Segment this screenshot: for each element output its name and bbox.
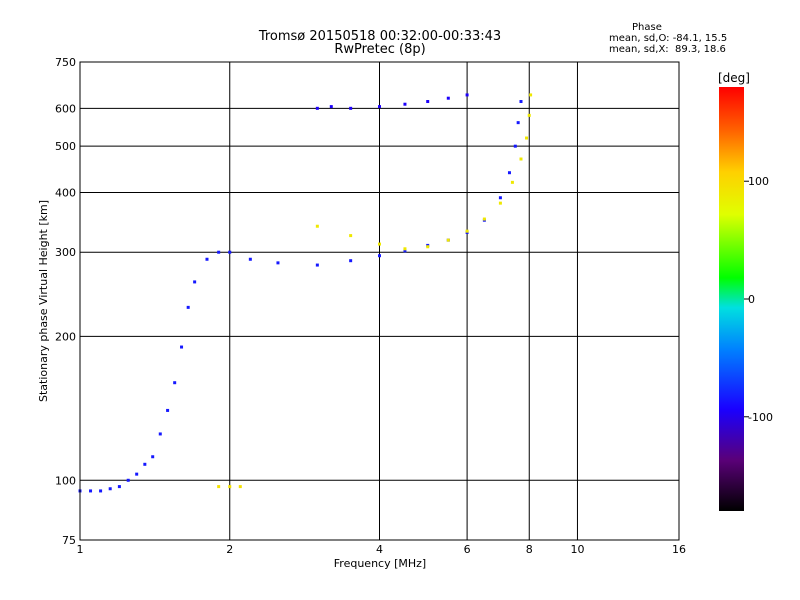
data-point — [465, 229, 469, 233]
colorbar-tick-label: -100 — [748, 411, 773, 424]
x-tick-label: 8 — [526, 543, 533, 556]
data-point — [446, 96, 450, 100]
data-point — [498, 196, 502, 200]
x-tick-label: 6 — [464, 543, 471, 556]
y-tick-label: 500 — [55, 140, 76, 153]
data-point — [403, 247, 407, 251]
data-point — [329, 105, 333, 109]
data-point — [315, 224, 319, 228]
y-tick-label: 100 — [55, 474, 76, 487]
data-point — [228, 485, 232, 489]
x-axis-label: Frequency [MHz] — [334, 557, 426, 570]
data-point — [180, 345, 184, 349]
data-point — [426, 245, 430, 249]
data-point — [205, 257, 209, 261]
data-point — [238, 485, 242, 489]
data-point — [228, 250, 232, 254]
data-point — [186, 305, 190, 309]
y-tick-label: 300 — [55, 246, 76, 259]
x-tick-label: 2 — [226, 543, 233, 556]
data-point — [217, 485, 221, 489]
data-point — [482, 217, 486, 221]
data-point — [173, 381, 177, 385]
x-tick-label: 1 — [77, 543, 84, 556]
y-tick-label: 750 — [55, 56, 76, 69]
data-point — [378, 242, 381, 246]
data-point — [519, 157, 523, 161]
data-point — [403, 249, 407, 253]
data-point — [378, 105, 381, 109]
plot-frame — [79, 61, 680, 541]
x-tick-label: 16 — [672, 543, 686, 556]
data-point — [516, 121, 520, 125]
stats-x-mode: mean, sd,X: 89.3, 18.6 — [609, 44, 726, 55]
stats-heading: Phase — [632, 22, 662, 33]
y-tick-label: 600 — [55, 102, 76, 115]
data-point — [403, 102, 407, 106]
chart-title: Tromsø 20150518 00:32:00-00:33:43 — [258, 29, 502, 44]
colorbar-label: [deg] — [718, 71, 750, 85]
data-point — [99, 489, 103, 493]
data-point — [151, 455, 155, 459]
data-point — [193, 280, 197, 284]
stats-o-mode: mean, sd,O: -84.1, 15.5 — [609, 33, 728, 44]
data-point — [349, 106, 353, 110]
data-point — [527, 113, 531, 117]
data-point — [507, 171, 511, 175]
axis-ticks: 1 2 4 6 8 10 16 75 100 200 300 400 500 600 750 — [55, 56, 686, 556]
colorbar-tick-label: 0 — [748, 293, 755, 306]
data-point — [315, 263, 319, 267]
data-point — [529, 93, 533, 97]
data-point — [108, 487, 112, 491]
y-tick-label: 75 — [62, 534, 76, 547]
data-point — [248, 257, 252, 261]
data-point — [525, 136, 529, 140]
chart-subtitle: RwPretec (8p) — [334, 42, 426, 57]
data-point — [315, 106, 319, 110]
data-point — [513, 144, 517, 148]
data-point — [158, 432, 162, 436]
data-point — [349, 234, 353, 238]
data-point — [498, 201, 502, 205]
data-point — [510, 180, 514, 184]
grid — [80, 62, 679, 540]
data-point — [276, 261, 280, 265]
x-tick-label: 4 — [376, 543, 383, 556]
data-point — [89, 489, 93, 493]
colorbar-tick-label: 100 — [748, 175, 769, 188]
data-points — [78, 93, 533, 493]
data-point — [135, 472, 139, 476]
data-point — [519, 100, 523, 104]
data-point — [143, 462, 147, 466]
data-point — [117, 485, 121, 489]
y-tick-label: 400 — [55, 186, 76, 199]
data-point — [465, 93, 469, 97]
data-point — [446, 238, 450, 242]
y-tick-label: 200 — [55, 330, 76, 343]
x-tick-label: 10 — [570, 543, 584, 556]
data-point — [126, 478, 130, 482]
data-point — [217, 250, 221, 254]
y-axis-label: Stationary phase Virtual Height [km] — [37, 200, 50, 402]
colorbar-ticks: 100 0 -100 — [744, 175, 773, 424]
colorbar — [719, 87, 744, 511]
data-point — [349, 259, 353, 263]
data-point — [378, 254, 381, 258]
data-point — [166, 408, 170, 412]
data-point — [426, 100, 430, 104]
